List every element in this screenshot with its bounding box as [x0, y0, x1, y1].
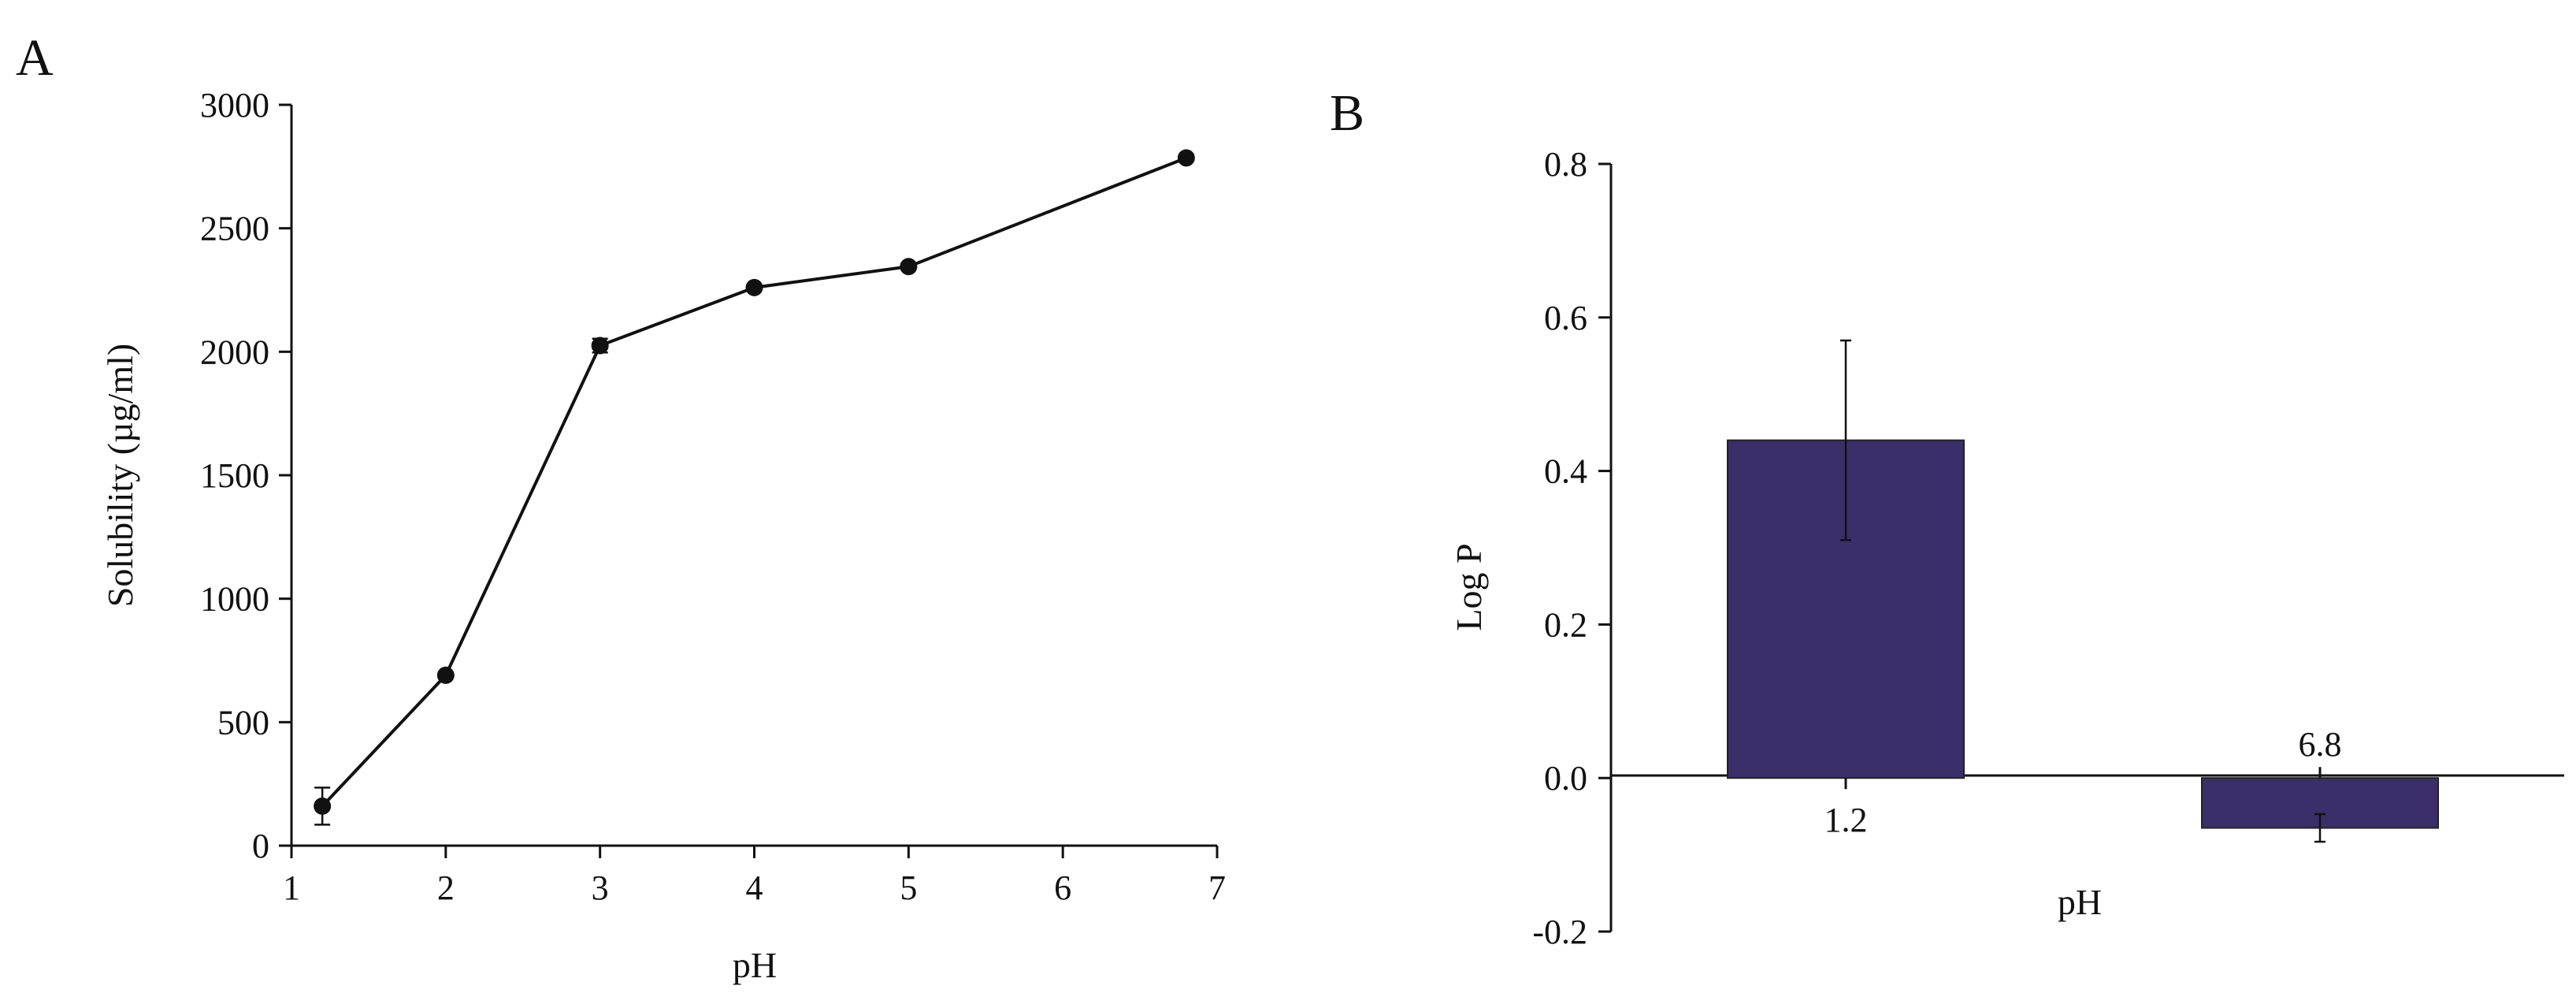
y-tick-label: 1500: [200, 456, 269, 495]
y-tick-label: 1000: [200, 580, 269, 619]
data-point: [314, 797, 332, 815]
y-tick-label: 0.8: [1544, 145, 1587, 184]
panel-a-letter: A: [16, 29, 54, 87]
panel-a-y-label: Solubility (µg/ml): [100, 344, 140, 607]
panel-a-y-ticks: 0 500 1000 1500 2000 2500 3000: [200, 86, 291, 865]
x-tick-label: 5: [900, 869, 917, 907]
y-tick-label: 0.4: [1544, 452, 1587, 491]
panel-a: A 0 500 1000 1500 2000 2500 3000 1 2 3 4 5 6 7 pH So…: [16, 29, 1226, 985]
panel-b-letter: B: [1330, 84, 1364, 142]
panel-b-y-label: Log P: [1449, 543, 1489, 630]
series-line: [321, 156, 1187, 808]
x-tick-label: 6.8: [2299, 725, 2342, 764]
y-tick-label: -0.2: [1532, 913, 1587, 951]
panel-a-x-ticks: 1 2 3 4 5 6 7: [283, 846, 1226, 907]
y-tick-label: 0: [252, 827, 269, 865]
data-point: [745, 278, 763, 296]
y-tick-label: 500: [217, 703, 269, 742]
x-tick-label: 1: [283, 869, 300, 907]
x-tick-label: 3: [592, 869, 609, 907]
panel-a-x-label: pH: [733, 945, 777, 985]
data-point: [591, 337, 609, 355]
data-point: [900, 258, 918, 276]
x-tick-label: 1.2: [1824, 801, 1868, 839]
x-tick-label: 2: [437, 869, 455, 907]
panel-b-y-ticks: -0.2 0.0 0.2 0.4 0.6 0.8: [1532, 145, 1611, 951]
panel-a-plot: [314, 149, 1195, 826]
y-tick-label: 3000: [200, 86, 269, 125]
data-point: [436, 666, 455, 684]
panel-b-x-label: pH: [2058, 882, 2102, 922]
data-point: [1177, 149, 1195, 167]
x-tick-label: 4: [746, 869, 763, 907]
x-tick-label: 7: [1208, 869, 1226, 907]
panel-b: B -0.2 0.0 0.2 0.4 0.6 0.8 1.2 6.8 pH Log P: [1330, 84, 2564, 951]
y-tick-label: 0.0: [1544, 759, 1587, 798]
panel-b-plot: 1.2 6.8: [1727, 339, 2439, 843]
y-tick-label: 0.6: [1544, 299, 1587, 337]
x-tick-label: 6: [1054, 869, 1071, 907]
y-tick-label: 2500: [200, 210, 269, 248]
y-tick-label: 0.2: [1544, 605, 1587, 644]
y-tick-label: 2000: [200, 333, 269, 371]
